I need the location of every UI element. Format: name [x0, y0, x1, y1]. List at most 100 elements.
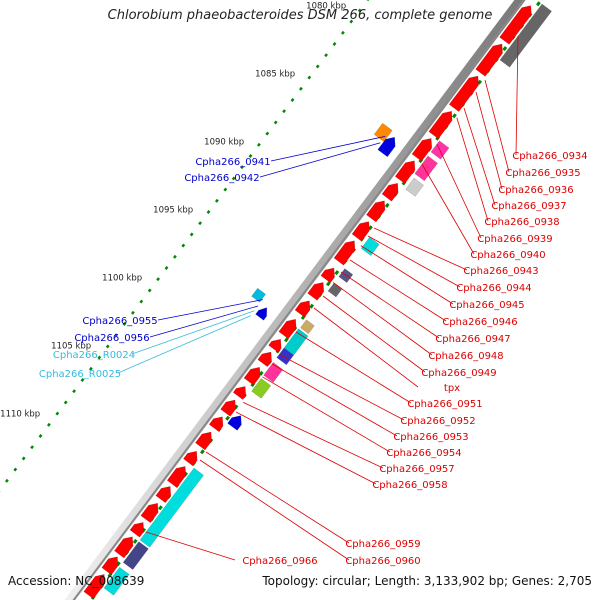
cds-feature: [428, 110, 453, 140]
inner-tick: [258, 370, 264, 376]
leader-line: [332, 282, 433, 356]
leader-line: [271, 363, 398, 437]
leader-line: [456, 117, 489, 222]
outer-tick: [215, 198, 219, 203]
outer-tick: [5, 478, 9, 483]
cds-feature: [278, 318, 297, 340]
outer-tick: [282, 109, 287, 114]
gene-label-right: Cpha266_0939: [477, 234, 552, 245]
gene-grey-block: [499, 3, 552, 68]
gene-label-right: Cpha266_0952: [400, 416, 475, 427]
leader-line: [484, 79, 510, 173]
gene-orange-block: [373, 122, 393, 142]
inner-tick: [158, 505, 163, 511]
gene-label-left: Cpha266_0956: [74, 333, 149, 344]
gene-blue-arrow: [255, 307, 268, 321]
gene-label-right: Cpha266_0946: [442, 317, 517, 328]
gene-green-block: [251, 378, 272, 399]
scale-label: 1095 kbp: [153, 205, 193, 215]
leader-line: [349, 259, 447, 322]
leader-line: [279, 354, 405, 421]
cds-feature: [195, 431, 212, 451]
outer-tick: [307, 75, 312, 80]
outer-tick: [63, 400, 68, 405]
cds-feature: [475, 43, 503, 77]
leader-line: [117, 315, 251, 374]
leader-line: [322, 295, 426, 373]
leader-line: [295, 331, 412, 404]
cds-feature: [166, 466, 187, 488]
right-gene-labels: Cpha266_0934 Cpha266_0935 Cpha266_0936 Cpha…: [242, 151, 587, 567]
gene-blue-block: [276, 347, 294, 366]
cds-feature: [333, 240, 356, 266]
gene-label-right: Cpha266_0934: [512, 151, 587, 162]
outer-tick: [273, 120, 278, 125]
gene-cyan-block: [103, 566, 130, 596]
outer-tick: [114, 333, 118, 338]
outer-tick: [223, 187, 228, 192]
leader-line: [367, 235, 461, 288]
gene-label-right: Cpha266_0954: [386, 448, 461, 459]
outer-tick: [30, 445, 34, 450]
outer-tick: [265, 131, 270, 136]
inner-tick: [452, 113, 457, 119]
leader-line: [199, 459, 350, 561]
leader-line: [262, 376, 391, 453]
leader-line: [313, 307, 419, 388]
gene-label-right: Cpha266_0947: [435, 334, 510, 345]
gene-label-right: Cpha266_0957: [379, 464, 454, 475]
scale-label: 1080 kbp: [306, 1, 346, 11]
outer-tick: [206, 210, 211, 214]
gene-label-right: Cpha266_0966: [242, 556, 317, 567]
gene-label-right: Cpha266_0936: [498, 185, 573, 196]
outer-tick: [55, 411, 60, 416]
leader-line: [131, 310, 255, 355]
gene-label-left: Cpha266_R0025: [39, 369, 121, 380]
map-title: Chlorobium phaeobacteroides DSM 266, com…: [107, 8, 493, 23]
genome-backbone: [64, 0, 526, 600]
outer-tick: [147, 288, 152, 293]
scale-label: 1110 kbp: [0, 409, 40, 419]
inner-tick: [326, 281, 331, 287]
outer-tick: [256, 142, 261, 147]
gene-label-left: Cpha266_0941: [195, 157, 270, 168]
gene-magenta-block: [414, 155, 438, 182]
outer-tick: [349, 19, 354, 24]
cds-feature: [366, 200, 386, 223]
left-gene-labels: Cpha266_0941 Cpha266_0942 Cpha266_0955 Cpha…: [39, 157, 271, 380]
outer-tick: [21, 456, 26, 461]
leader-line: [340, 271, 440, 339]
cds-feature: [155, 486, 172, 504]
cds-feature: [83, 574, 106, 600]
gene-grey-block: [327, 282, 343, 298]
cds-feature: [268, 338, 282, 353]
gene-label-right: Cpha266_0953: [393, 432, 468, 443]
gene-label-right: tpx: [444, 383, 460, 394]
gene-label-right: Cpha266_0938: [484, 217, 559, 228]
leader-line: [243, 402, 384, 469]
outer-tick: [97, 355, 102, 360]
outer-tick: [38, 434, 43, 438]
gene-label-right: Cpha266_0958: [372, 480, 447, 491]
cds-feature: [183, 450, 198, 467]
genome-summary-text: Topology: circular; Length: 3,133,902 bp…: [262, 574, 592, 588]
inner-tick: [368, 225, 373, 231]
cds-feature: [411, 138, 433, 162]
scale-label: 1090 kbp: [204, 137, 244, 147]
outer-tick: [198, 221, 202, 226]
gene-label-right: Cpha266_0937: [491, 201, 566, 212]
outer-tick: [340, 30, 345, 35]
outer-tick: [164, 266, 169, 270]
gene-label-right: Cpha266_0945: [449, 300, 524, 311]
outer-tick: [189, 232, 194, 237]
cds-feature: [101, 556, 119, 576]
outer-tick: [47, 422, 51, 427]
cds-feature: [243, 366, 261, 386]
cds-feature: [257, 351, 272, 368]
cds-feature: [294, 300, 311, 318]
gene-label-left: Cpha266_R0024: [53, 350, 135, 361]
scale-label: 1105 kbp: [51, 341, 91, 351]
outer-tick: [357, 8, 362, 13]
